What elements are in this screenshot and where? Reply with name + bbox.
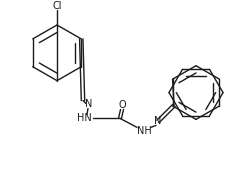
Text: N: N	[154, 116, 161, 126]
Text: NH: NH	[136, 126, 151, 136]
Text: Cl: Cl	[52, 1, 62, 11]
Text: N: N	[85, 100, 92, 110]
Text: O: O	[118, 100, 125, 110]
Text: HN: HN	[76, 113, 91, 123]
